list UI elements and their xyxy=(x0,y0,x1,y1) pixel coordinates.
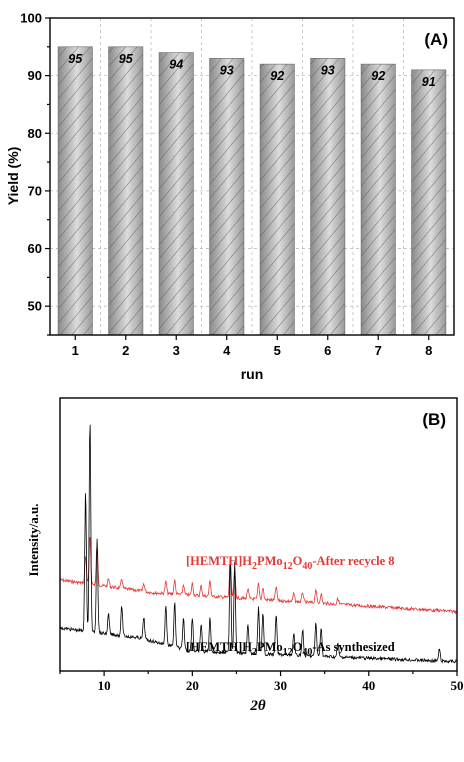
x-axis-label: run xyxy=(241,366,264,382)
x-tick-label: 40 xyxy=(362,678,375,693)
y-tick-label: 60 xyxy=(28,241,42,256)
y-axis-label-b: Intensity/a.u. xyxy=(26,504,41,577)
x-tick-label: 4 xyxy=(223,343,231,358)
y-axis-label: Yield (%) xyxy=(5,147,21,206)
x-tick-label: 20 xyxy=(186,678,199,693)
plot-frame-b xyxy=(59,397,458,672)
data-label: 94 xyxy=(169,58,183,72)
y-tick-label: 100 xyxy=(20,11,42,26)
series-label-after-recycle: [HEMTH]H2PMo12O40-After recycle 8 xyxy=(186,554,395,572)
data-label: 92 xyxy=(371,69,385,83)
data-label: 95 xyxy=(119,52,134,66)
bar-chart-panel: 95 95 94 93 92 93 92 91 1 2 3 4 5 6 7 8 50 60 70 80 90 100 (… xyxy=(5,11,455,382)
xrd-line-chart-panel: 10 20 30 40 50 (B) Intensity/a.u. 2θ [HEMTH]… xyxy=(26,397,464,714)
y-tick-label: 80 xyxy=(28,126,42,141)
bar-hatch xyxy=(260,64,295,335)
data-label: 93 xyxy=(220,63,234,77)
panel-label-b: (B) xyxy=(422,410,446,429)
bar-hatch xyxy=(159,52,194,335)
bar-hatch xyxy=(411,69,446,335)
series-label-as-synthesized: [HEMTH]H2PMo12O40-As synthesized xyxy=(186,640,395,658)
data-label: 92 xyxy=(270,69,284,83)
x-tick-label: 8 xyxy=(425,343,432,358)
y-tick-label: 50 xyxy=(28,299,42,314)
bar-hatch xyxy=(58,46,93,336)
plot-frame xyxy=(49,17,455,336)
x-tick-label: 1 xyxy=(72,343,79,358)
x-tick-label: 30 xyxy=(274,678,287,693)
data-label: 91 xyxy=(422,75,436,89)
x-tick-label: 5 xyxy=(274,343,281,358)
panel-label: (A) xyxy=(424,30,448,49)
bar-hatch xyxy=(209,58,244,335)
x-tick-label: 50 xyxy=(451,678,464,693)
y-tick-label: 90 xyxy=(28,68,42,83)
bar-hatch xyxy=(361,64,396,335)
x-tick-label: 6 xyxy=(324,343,331,358)
axis-ticks: 1 2 3 4 5 6 7 8 50 60 70 80 90 100 xyxy=(20,11,432,359)
x-tick-label: 10 xyxy=(98,678,111,693)
x-tick-label: 7 xyxy=(375,343,382,358)
bar-series: 95 95 94 93 92 93 92 91 xyxy=(57,46,447,336)
bar-hatch xyxy=(310,58,345,335)
x-axis-label-b: 2θ xyxy=(249,698,266,714)
axis-ticks-b: 10 20 30 40 50 xyxy=(59,671,464,693)
series-after-recycle xyxy=(59,536,457,615)
bar-hatch xyxy=(108,46,143,336)
x-tick-label: 2 xyxy=(122,343,129,358)
x-tick-label: 3 xyxy=(173,343,180,358)
series-as-synthesized xyxy=(59,424,457,664)
line-series xyxy=(59,424,457,664)
y-tick-label: 70 xyxy=(28,183,42,198)
data-label: 95 xyxy=(68,52,83,66)
data-label: 93 xyxy=(321,63,335,77)
